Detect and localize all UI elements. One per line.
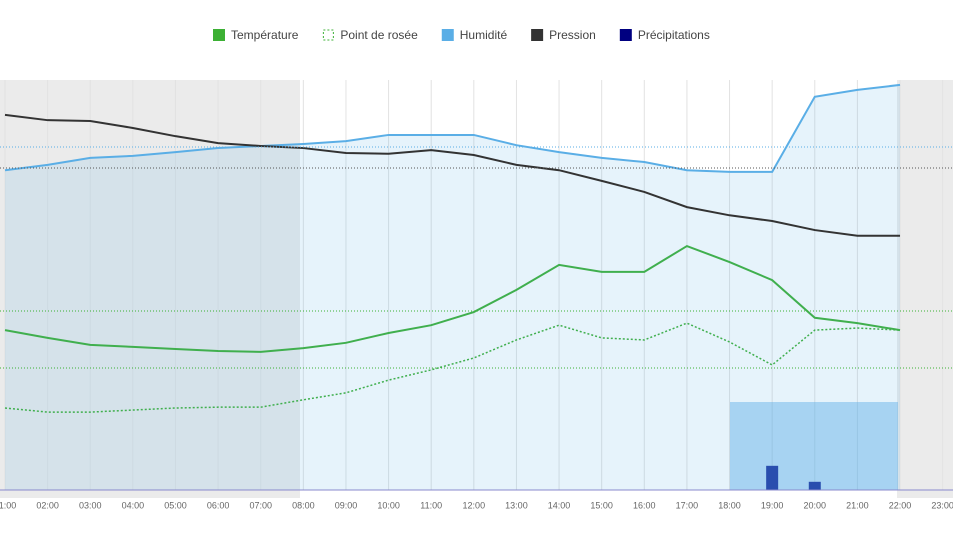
legend-label: Point de rosée: [340, 28, 418, 42]
series-line: [4, 83, 901, 173]
x-tick-label: 21:00: [846, 500, 869, 510]
x-tick-label: 22:00: [889, 500, 912, 510]
legend-swatch: [441, 29, 454, 41]
legend-item: Humidité: [441, 28, 508, 42]
x-tick-label: 13:00: [505, 500, 528, 510]
x-tick-label: 07:00: [249, 500, 272, 510]
x-tick-label: 01:00: [0, 500, 16, 510]
night-shade: [897, 80, 953, 498]
x-tick-label: 10:00: [377, 500, 400, 510]
legend-swatch: [213, 29, 225, 41]
legend-item: Pression: [531, 28, 596, 42]
x-tick-label: 20:00: [804, 500, 827, 510]
x-tick-label: 09:00: [335, 500, 358, 510]
legend-item: Précipitations: [619, 28, 710, 42]
x-tick-label: 16:00: [633, 500, 656, 510]
legend-label: Humidité: [460, 28, 508, 42]
legend-label: Pression: [549, 28, 596, 42]
x-tick-label: 03:00: [79, 500, 102, 510]
legend-swatch: [619, 29, 632, 41]
precip-forecast: [730, 402, 898, 490]
x-tick-label: 23:00: [931, 500, 953, 510]
humidity-area: [5, 84, 901, 491]
legend: Température Point de rosée Humidité Pressio…: [213, 28, 710, 42]
night-shade: [0, 80, 300, 498]
x-tick-label: 12:00: [463, 500, 486, 510]
x-tick-label: 18:00: [718, 500, 741, 510]
plot: [4, 83, 901, 491]
legend-item: Température: [213, 28, 299, 42]
x-tick-label: 17:00: [676, 500, 699, 510]
x-tick-label: 14:00: [548, 500, 571, 510]
x-tick-label: 02:00: [36, 500, 59, 510]
x-tick-label: 11:00: [420, 500, 442, 510]
legend-item: Point de rosée: [322, 28, 418, 42]
precip-bar: [766, 465, 779, 490]
series-line: [4, 322, 901, 413]
x-tick-label: 06:00: [207, 500, 230, 510]
precip-bar: [808, 481, 821, 490]
x-tick-label: 08:00: [292, 500, 315, 510]
x-tick-label: 19:00: [761, 500, 784, 510]
legend-swatch: [322, 29, 334, 41]
legend-label: Précipitations: [638, 28, 710, 42]
x-tick-label: 15:00: [590, 500, 613, 510]
legend-label: Température: [231, 28, 299, 42]
legend-swatch: [531, 29, 544, 41]
x-tick-label: 05:00: [164, 500, 187, 510]
series-line: [4, 244, 901, 353]
x-tick-label: 04:00: [122, 500, 145, 510]
series-line: [4, 113, 901, 237]
